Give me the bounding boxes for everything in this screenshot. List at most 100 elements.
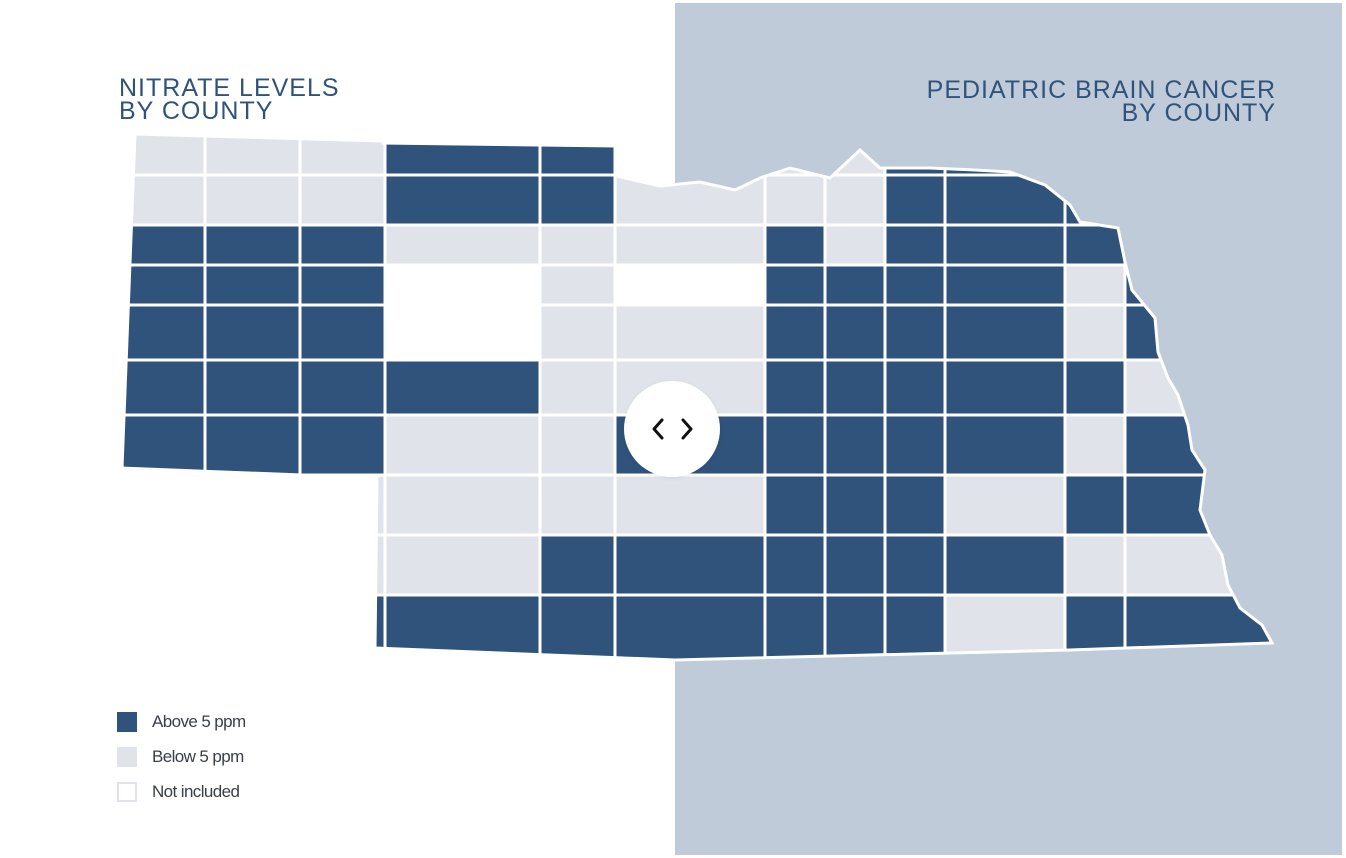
county-high	[203, 413, 302, 477]
county-excluded	[383, 303, 542, 362]
legend-swatch-below	[117, 746, 137, 767]
county-low	[613, 134, 767, 177]
county-low	[943, 473, 1067, 537]
county-high	[943, 358, 1067, 417]
legend-item-above: Above 5 ppm	[117, 704, 246, 739]
county-high	[1123, 263, 1272, 307]
county-excluded	[122, 593, 207, 660]
county-excluded	[122, 533, 207, 597]
comparison-slider-handle[interactable]	[624, 381, 720, 477]
county-low	[1123, 533, 1272, 597]
county-high	[943, 533, 1067, 597]
map-legend: Above 5 ppm Below 5 ppm Not included	[117, 704, 246, 809]
county-high	[203, 303, 302, 362]
county-high	[538, 533, 617, 597]
county-low	[538, 358, 617, 417]
county-low	[298, 473, 387, 537]
county-low	[383, 473, 542, 537]
county-excluded	[203, 473, 302, 537]
county-high	[823, 413, 887, 477]
county-high	[943, 303, 1067, 362]
left-title-line2: BY COUNTY	[119, 97, 274, 125]
county-high	[298, 593, 387, 660]
county-low	[823, 134, 887, 177]
county-low	[943, 593, 1067, 660]
county-high	[883, 223, 947, 267]
county-low	[823, 173, 887, 227]
county-high	[298, 223, 387, 267]
county-high	[943, 173, 1067, 227]
county-low	[538, 303, 617, 362]
county-high	[763, 303, 827, 362]
county-excluded	[203, 593, 302, 660]
county-low	[1123, 223, 1272, 267]
county-high	[122, 223, 207, 267]
county-low	[383, 413, 542, 477]
county-low	[383, 223, 542, 267]
county-low	[383, 533, 542, 597]
county-low	[1063, 134, 1127, 177]
right-title-line1: PEDIATRIC BRAIN CANCER	[926, 76, 1276, 104]
left-title-line1: NITRATE LEVELS	[119, 74, 340, 102]
county-low	[203, 173, 302, 227]
county-high	[203, 358, 302, 417]
county-high	[883, 473, 947, 537]
slider-arrows	[652, 418, 693, 440]
county-high	[763, 473, 827, 537]
county-high	[538, 593, 617, 660]
legend-label-below: Below 5 ppm	[152, 746, 244, 766]
county-excluded	[203, 533, 302, 597]
county-high	[823, 533, 887, 597]
county-high	[203, 263, 302, 307]
county-high	[1123, 593, 1272, 660]
county-low	[613, 303, 767, 362]
county-high	[1063, 593, 1127, 660]
county-high	[538, 134, 617, 177]
county-high	[943, 413, 1067, 477]
legend-label-above: Above 5 ppm	[152, 711, 246, 731]
county-high	[883, 533, 947, 597]
county-high	[1063, 173, 1127, 227]
county-low	[1123, 358, 1272, 417]
county-high	[613, 593, 767, 660]
county-high	[763, 413, 827, 477]
county-high	[122, 303, 207, 362]
county-high	[383, 358, 542, 417]
left-map-title: NITRATE LEVELS BY COUNTY	[119, 74, 340, 125]
legend-swatch-excluded	[117, 781, 137, 802]
county-low	[1063, 303, 1127, 362]
county-low	[298, 533, 387, 597]
county-high	[883, 303, 947, 362]
county-low	[538, 473, 617, 537]
county-high	[298, 413, 387, 477]
county-high	[763, 223, 827, 267]
right-title-line2: BY COUNTY	[1121, 99, 1276, 127]
county-high	[763, 263, 827, 307]
county-high	[883, 413, 947, 477]
county-low	[298, 134, 387, 177]
county-low	[1123, 173, 1272, 227]
county-high	[383, 134, 542, 177]
county-high	[763, 358, 827, 417]
county-low	[538, 413, 617, 477]
county-high	[823, 263, 887, 307]
county-low	[538, 223, 617, 267]
county-high	[383, 173, 542, 227]
legend-swatch-above	[117, 711, 137, 732]
county-excluded	[122, 473, 207, 537]
county-high	[823, 303, 887, 362]
legend-item-below: Below 5 ppm	[117, 739, 246, 774]
county-excluded	[383, 263, 542, 307]
county-high	[883, 358, 947, 417]
county-low	[298, 173, 387, 227]
county-low	[613, 223, 767, 267]
county-high	[823, 593, 887, 660]
county-high	[298, 358, 387, 417]
county-high	[883, 263, 947, 307]
county-low	[823, 223, 887, 267]
chevron-right-icon	[681, 418, 693, 440]
county-high	[1063, 358, 1127, 417]
county-high	[823, 358, 887, 417]
county-high	[763, 593, 827, 660]
